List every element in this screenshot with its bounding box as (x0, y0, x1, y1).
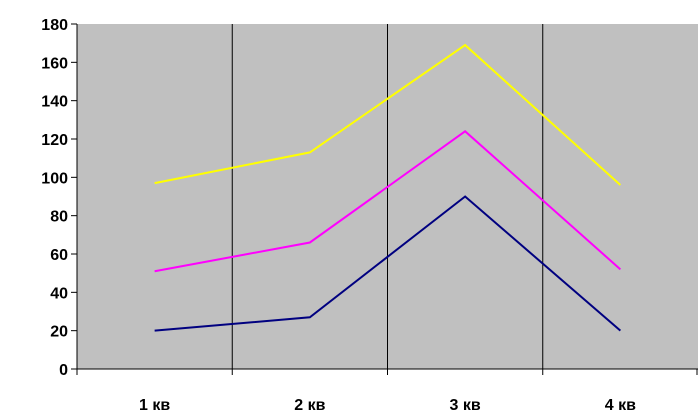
y-tick-label: 120 (41, 132, 68, 149)
y-axis: 0 20 40 60 80 100 120 140 160 180 (41, 17, 78, 379)
y-tick-label: 60 (50, 247, 68, 264)
x-tick-label: 2 кв (294, 397, 325, 414)
y-tick-label: 180 (41, 17, 68, 34)
y-tick-label: 80 (50, 209, 68, 226)
x-tick-label: 4 кв (605, 397, 636, 414)
y-tick-label: 40 (50, 285, 68, 302)
y-tick-label: 20 (50, 324, 68, 341)
series-line (154, 43, 622, 186)
x-axis: 1 кв 2 кв 3 кв 4 кв (76, 368, 698, 414)
x-tick-label: 3 кв (450, 397, 481, 414)
series-line (154, 195, 622, 332)
series-line (154, 130, 622, 273)
x-tick-label: 1 кв (139, 397, 170, 414)
grid-lines (231, 24, 544, 369)
series-lines (154, 43, 622, 332)
y-tick-label: 140 (41, 94, 68, 111)
y-tick-label: 0 (59, 362, 68, 379)
y-tick-label: 100 (41, 170, 68, 187)
y-tick-label: 160 (41, 55, 68, 72)
